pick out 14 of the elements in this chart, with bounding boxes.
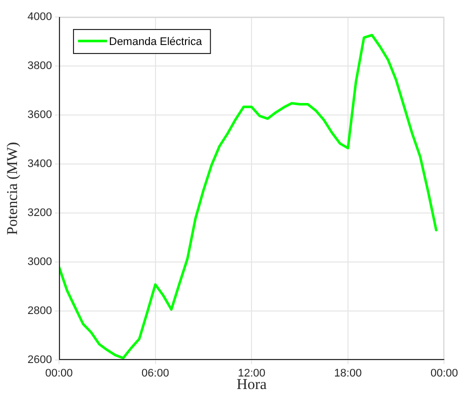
y-axis-title: Potencia (MW) [4, 142, 21, 235]
y-tick-label: 3600 [28, 109, 52, 122]
y-tick-label: 3800 [28, 60, 52, 72]
y-tick-label: 3000 [28, 256, 52, 268]
y-tick-label: 4000 [28, 11, 52, 24]
y-tick-label: 3400 [28, 158, 52, 170]
legend-label: Demanda Eléctrica [109, 36, 203, 48]
y-tick-label: 3200 [28, 207, 52, 220]
x-tick-label: 00:00 [45, 368, 73, 380]
x-tick-label: 18:00 [334, 368, 362, 380]
x-tick-label: 00:00 [430, 368, 458, 380]
y-tick-label: 2800 [28, 305, 52, 318]
y-tick-label: 2600 [28, 354, 52, 366]
x-tick-label: 06:00 [142, 368, 170, 380]
